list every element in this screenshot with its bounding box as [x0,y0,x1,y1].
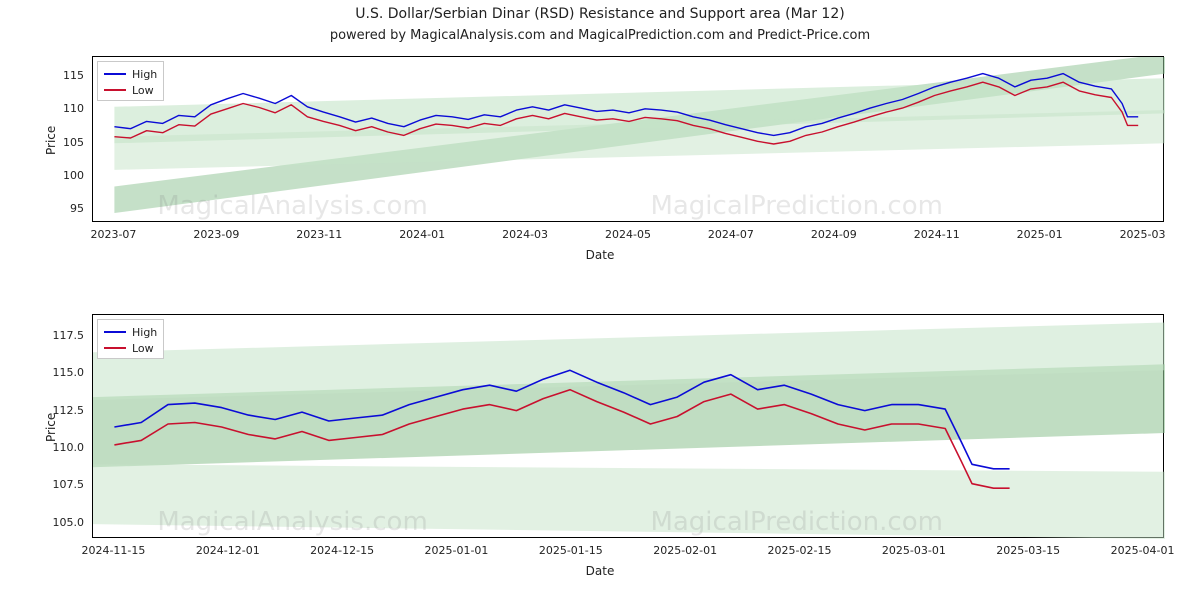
bottom-chart-panel: High Low MagicalAnalysis.com MagicalPred… [92,314,1164,538]
top-ylabel: Price [44,126,58,155]
legend-row-low: Low [104,82,157,98]
bottom-legend: High Low [97,319,164,359]
xtick: 2024-09 [811,228,857,241]
bottom-chart-svg [93,315,1165,539]
legend-swatch-low [104,347,126,349]
xtick: 2025-01 [1017,228,1063,241]
legend-label-high: High [132,68,157,81]
legend-row-low: Low [104,340,157,356]
xtick: 2025-01-01 [425,544,489,557]
legend-swatch-high [104,73,126,75]
bottom-ylabel: Price [44,413,58,442]
xtick: 2024-12-01 [196,544,260,557]
xtick: 2025-02-01 [653,544,717,557]
xtick: 2023-09 [193,228,239,241]
xtick: 2025-04-01 [1111,544,1175,557]
top-chart-panel: High Low MagicalAnalysis.com MagicalPred… [92,56,1164,222]
legend-swatch-low [104,89,126,91]
chart-title: U.S. Dollar/Serbian Dinar (RSD) Resistan… [0,6,1200,22]
legend-label-high: High [132,326,157,339]
xtick: 2024-12-15 [310,544,374,557]
xtick: 2024-11 [914,228,960,241]
xtick: 2025-03-01 [882,544,946,557]
page-root: U.S. Dollar/Serbian Dinar (RSD) Resistan… [0,0,1200,600]
xtick: 2025-01-15 [539,544,603,557]
xtick: 2023-07 [90,228,136,241]
xtick: 2025-03-15 [996,544,1060,557]
xtick: 2025-03 [1120,228,1166,241]
legend-row-high: High [104,66,157,82]
top-legend: High Low [97,61,164,101]
legend-row-high: High [104,324,157,340]
xtick: 2024-03 [502,228,548,241]
legend-swatch-high [104,331,126,333]
chart-subtitle: powered by MagicalAnalysis.com and Magic… [0,28,1200,43]
xtick: 2024-11-15 [81,544,145,557]
xtick: 2023-11 [296,228,342,241]
bottom-xlabel: Date [0,564,1200,578]
xtick: 2024-07 [708,228,754,241]
xtick: 2025-02-15 [768,544,832,557]
legend-label-low: Low [132,84,154,97]
legend-label-low: Low [132,342,154,355]
xtick: 2024-01 [399,228,445,241]
xtick: 2024-05 [605,228,651,241]
top-xlabel: Date [0,248,1200,262]
top-chart-svg [93,57,1165,223]
